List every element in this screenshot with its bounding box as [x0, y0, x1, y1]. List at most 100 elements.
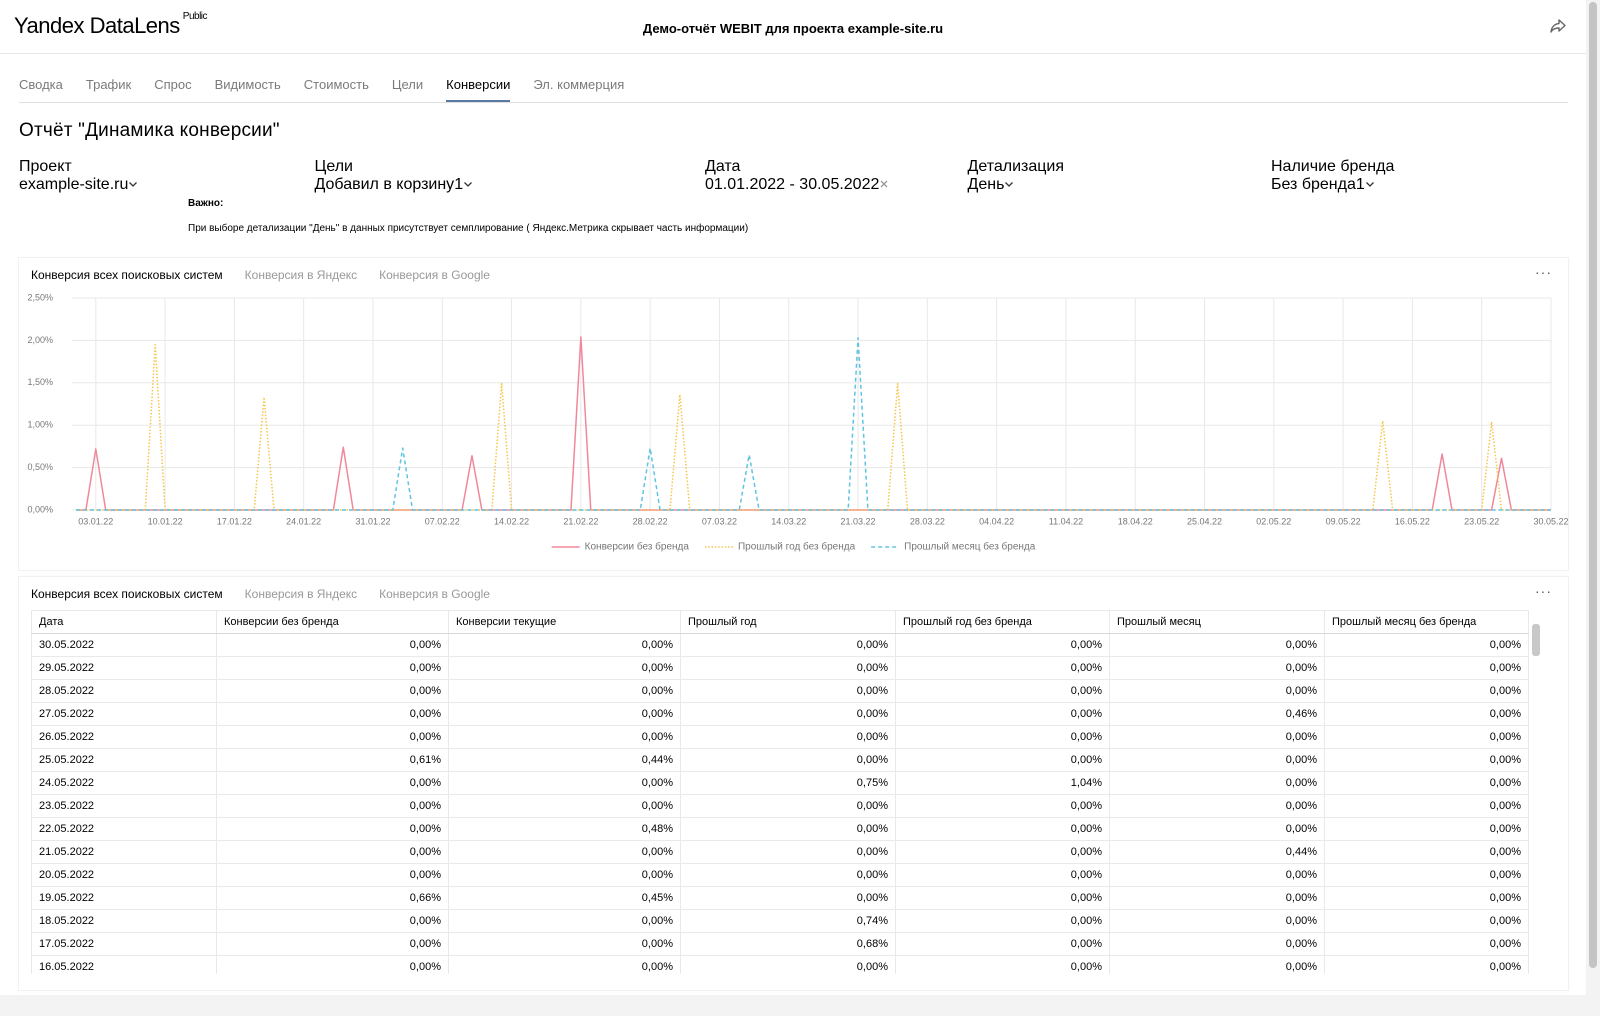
chevron-icon[interactable] — [1365, 179, 1375, 189]
table-cell: 0,00% — [680, 955, 896, 974]
report-title: Отчёт "Динамика конверсии" — [19, 120, 280, 141]
tab[interactable]: Стоимость — [303, 77, 369, 92]
table-cell: 0,00% — [448, 932, 681, 956]
filter-control[interactable]: 01.01.2022 - 30.05.2022 — [705, 176, 957, 194]
table-cell: 0,00% — [680, 725, 896, 749]
chevron-icon[interactable] — [128, 179, 138, 189]
scrollbar-thumb[interactable] — [1589, 2, 1597, 968]
table-cell: 18.05.2022 — [31, 909, 217, 933]
x-tick-label: 23.05.22 — [1464, 516, 1499, 526]
table-cell: 0,00% — [1109, 794, 1325, 818]
table-row: 17.05.2022 0,00% 0,00% 0,68% 0,00% 0,00% 0,00% — [31, 932, 1529, 956]
table-row: 16.05.2022 0,00% 0,00% 0,00% 0,00% 0,00% 0,00% — [31, 955, 1529, 974]
table-cell: 23.05.2022 — [31, 794, 217, 818]
header-row: Дата Конверсии без бренда Конверсии текущи… — [31, 610, 1529, 634]
table-cell: 0,00% — [680, 886, 896, 910]
widget-tab[interactable]: Конверсия в Яндекс — [244, 587, 358, 601]
table-cell: 0,00% — [448, 725, 681, 749]
filter-control[interactable]: День — [968, 176, 1261, 194]
icon-path — [464, 182, 473, 187]
table-header: Дата Конверсии без бренда Конверсии текущи… — [31, 610, 1529, 634]
filter-control[interactable]: example-site.ru — [19, 176, 304, 194]
table-cell: 0,00% — [1109, 748, 1325, 772]
column-header[interactable]: Прошлый год — [680, 610, 896, 634]
table-cell: 0,00% — [895, 840, 1110, 864]
notice-title: Важно: — [188, 198, 224, 209]
table-cell: 0,00% — [895, 932, 1110, 956]
table-cell: 0,00% — [1109, 656, 1325, 680]
x-tick-label: 14.02.22 — [494, 516, 529, 526]
widget-tabs: Конверсия всех поисковых систем Конверсия… — [31, 587, 490, 601]
widget-tab[interactable]: Конверсия всех поисковых систем — [31, 587, 223, 601]
table-cell: 0,00% — [448, 633, 681, 657]
table-body: 30.05.2022 0,00% 0,00% 0,00% 0,00% 0,00% 0,00%… — [31, 633, 1529, 974]
table-cell: 0,00% — [680, 702, 896, 726]
table-cell: 0,00% — [448, 702, 681, 726]
page-scrollbar[interactable] — [1586, 0, 1600, 1016]
column-header[interactable]: Конверсии без бренда — [216, 610, 449, 634]
table-cell: 0,00% — [680, 840, 896, 864]
table-cell: 0,00% — [448, 840, 681, 864]
notice-text: При выборе детализации "День" в данных п… — [188, 223, 749, 234]
legend-label[interactable]: Прошлый месяц без бренда — [904, 541, 1036, 553]
table-cell: 20.05.2022 — [31, 863, 217, 887]
filter: Детализация День — [968, 158, 1261, 193]
share-button[interactable] — [1548, 16, 1568, 36]
column-header[interactable]: Прошлый год без бренда — [895, 610, 1110, 634]
widget-tab[interactable]: Конверсия в Google — [379, 268, 490, 282]
x-tick-label: 30.05.22 — [1533, 516, 1568, 526]
tab[interactable]: Сводка — [19, 77, 63, 92]
x-tick-label: 18.04.22 — [1118, 516, 1153, 526]
column-header[interactable]: Прошлый месяц — [1109, 610, 1325, 634]
table-cell: 0,46% — [1109, 702, 1325, 726]
widget-tab[interactable]: Конверсия в Яндекс — [244, 268, 358, 282]
tab[interactable]: Спрос — [154, 77, 192, 92]
table-cell: 22.05.2022 — [31, 817, 217, 841]
tab[interactable]: Цели — [391, 77, 424, 92]
icon-path — [129, 182, 138, 187]
tab[interactable]: Эл. коммерция — [533, 77, 625, 92]
tab[interactable]: Конверсии — [446, 77, 511, 102]
tab[interactable]: Трафик — [85, 77, 132, 92]
chevron-icon[interactable] — [463, 179, 473, 189]
column-header[interactable]: Конверсии текущие — [448, 610, 681, 634]
widget-tab[interactable]: Конверсия в Google — [379, 587, 490, 601]
widget-menu[interactable]: ··· — [1535, 583, 1552, 599]
table-row: 18.05.2022 0,00% 0,00% 0,74% 0,00% 0,00% 0,00% — [31, 909, 1529, 933]
filter-control[interactable]: Добавил в корзину1 — [315, 176, 695, 194]
table-row: 21.05.2022 0,00% 0,00% 0,00% 0,00% 0,44% 0,00% — [31, 840, 1529, 864]
table-cell: 0,00% — [1324, 817, 1529, 841]
table-cell: 0,00% — [680, 633, 896, 657]
widget-menu[interactable]: ··· — [1535, 264, 1552, 280]
y-tick-label: 0,00% — [27, 504, 53, 514]
table-cell: 30.05.2022 — [31, 633, 217, 657]
table-cell: 0,00% — [1109, 932, 1325, 956]
table-row: 27.05.2022 0,00% 0,00% 0,00% 0,00% 0,46% 0,00% — [31, 702, 1529, 726]
table-cell: 26.05.2022 — [31, 725, 217, 749]
table-cell: 19.05.2022 — [31, 886, 217, 910]
table-scrollbar[interactable] — [1530, 610, 1542, 974]
table-cell: 0,00% — [448, 679, 681, 703]
table-cell: 0,00% — [216, 725, 449, 749]
x-tick-label: 24.01.22 — [286, 516, 321, 526]
table-cell: 17.05.2022 — [31, 932, 217, 956]
clear-icon[interactable] — [879, 179, 889, 189]
table-cell: 0,00% — [216, 794, 449, 818]
column-header[interactable]: Дата — [31, 610, 217, 634]
widget-tab[interactable]: Конверсия всех поисковых систем — [31, 268, 223, 282]
table-cell: 0,00% — [1109, 633, 1325, 657]
table-row: 28.05.2022 0,00% 0,00% 0,00% 0,00% 0,00% 0,00% — [31, 679, 1529, 703]
tab[interactable]: Видимость — [214, 77, 281, 92]
scrollbar-thumb[interactable] — [1532, 624, 1540, 656]
x-tick-label: 28.02.22 — [633, 516, 668, 526]
widget-tabs: Конверсия всех поисковых систем Конверсия… — [31, 268, 490, 282]
chevron-icon[interactable] — [1004, 179, 1014, 189]
legend-label[interactable]: Конверсии без бренда — [585, 541, 690, 553]
x-tick-label: 02.05.22 — [1256, 516, 1291, 526]
column-header[interactable]: Прошлый месяц без бренда — [1324, 610, 1529, 634]
legend-label[interactable]: Прошлый год без бренда — [738, 541, 856, 553]
table-cell: 0,00% — [448, 771, 681, 795]
table-cell: 0,00% — [680, 794, 896, 818]
table-cell: 0,00% — [1109, 909, 1325, 933]
filter-control[interactable]: Без бренда1 — [1271, 176, 1568, 194]
